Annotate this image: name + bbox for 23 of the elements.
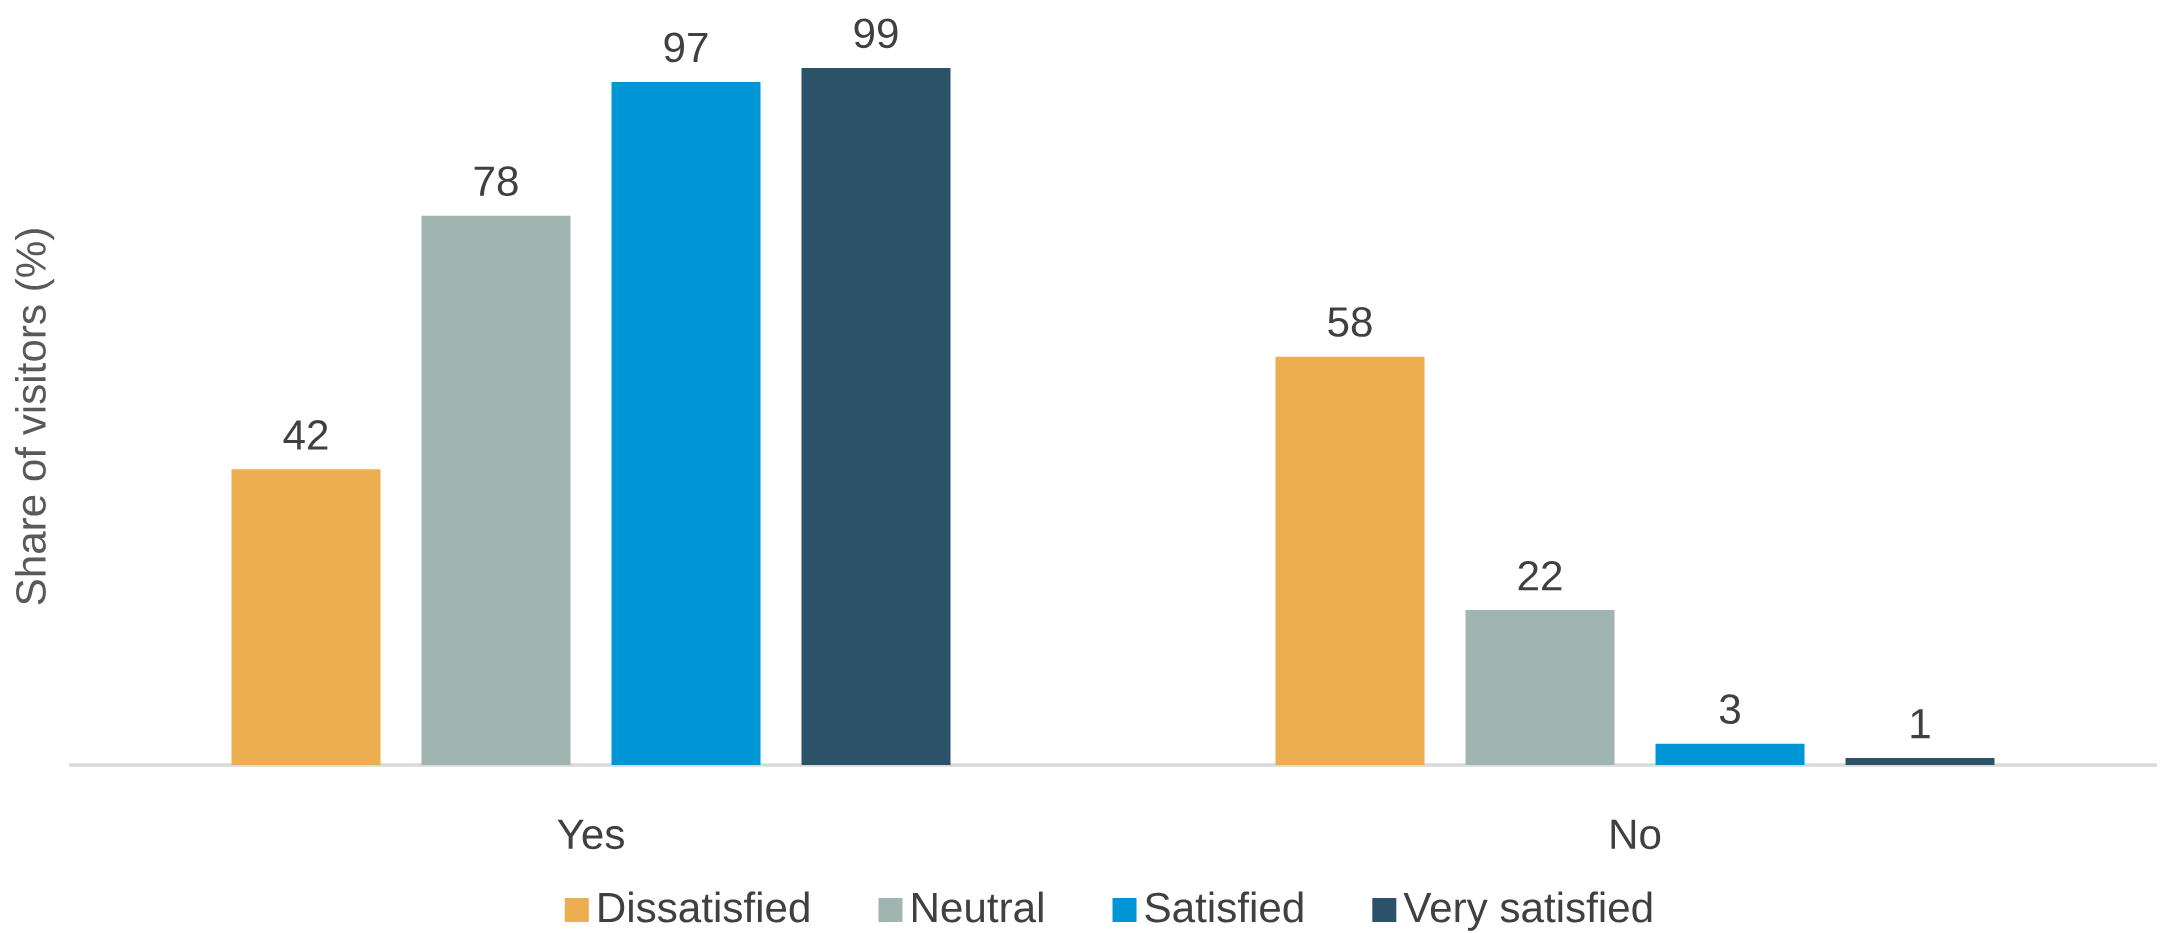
legend-label: Neutral — [912, 891, 1043, 923]
data-label: 3 — [1719, 694, 1740, 725]
bar — [231, 469, 381, 765]
data-label: 78 — [474, 166, 518, 197]
data-label: 42 — [283, 420, 328, 450]
bar — [1465, 610, 1615, 765]
x-tick-label: No — [1611, 819, 1661, 850]
bar — [801, 67, 951, 765]
legend-label: Very satisfied — [1403, 891, 1652, 931]
data-label: 97 — [664, 32, 708, 63]
data-label: 58 — [1328, 307, 1372, 337]
x-tick-label: Yes — [557, 819, 624, 850]
data-label: 22 — [1518, 560, 1562, 591]
bar — [611, 82, 761, 765]
y-axis-title: Share of visitors (%) — [14, 229, 55, 605]
legend-label: Dissatisfied — [599, 891, 809, 923]
bar — [421, 215, 571, 765]
bar — [1655, 743, 1805, 765]
data-label: 99 — [854, 18, 898, 49]
legend-label: Satisfied — [1145, 891, 1303, 923]
bar — [1845, 757, 1995, 765]
bar — [1275, 356, 1425, 765]
data-label: 1 — [1911, 709, 1930, 739]
